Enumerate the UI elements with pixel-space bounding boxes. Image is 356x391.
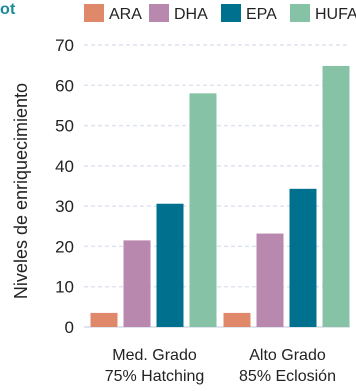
x-category-label: Alto Grado bbox=[249, 347, 326, 364]
legend-swatch bbox=[84, 4, 104, 22]
legend-label: DHA bbox=[174, 6, 208, 23]
x-category-label: Med. Grado bbox=[112, 347, 197, 364]
y-tick-label: 10 bbox=[55, 278, 74, 297]
y-axis-label: Niveles de enriquecimiento bbox=[11, 83, 31, 299]
y-tick-label: 20 bbox=[55, 237, 74, 256]
legend-swatch bbox=[221, 4, 241, 22]
y-tick-label: 40 bbox=[55, 157, 74, 176]
bar-epa-1 bbox=[156, 203, 184, 327]
bar-dha-1 bbox=[123, 240, 151, 327]
corner-text-fragment: ot bbox=[0, 1, 16, 18]
legend-swatch bbox=[149, 4, 169, 22]
bar-epa-2 bbox=[289, 188, 317, 327]
y-tick-label: 50 bbox=[55, 117, 74, 136]
x-category-label: 75% Hatching bbox=[105, 368, 205, 385]
legend-label: ARA bbox=[109, 6, 142, 23]
x-category-label: 85% Eclosión bbox=[239, 368, 336, 385]
legend-label: EPA bbox=[246, 6, 277, 23]
bar-ara-2 bbox=[223, 312, 251, 327]
bar-hufa-n-3-1 bbox=[189, 93, 217, 327]
y-tick-label: 30 bbox=[55, 197, 74, 216]
legend-swatch bbox=[290, 4, 310, 22]
bar-ara-1 bbox=[90, 312, 118, 327]
y-tick-label: 70 bbox=[55, 36, 74, 55]
bar-dha-2 bbox=[256, 233, 284, 327]
bar-hufa-n-3-2 bbox=[322, 65, 350, 327]
y-tick-label: 0 bbox=[65, 318, 74, 337]
legend-label: HUFA n-3 bbox=[315, 6, 356, 23]
y-tick-label: 60 bbox=[55, 76, 74, 95]
